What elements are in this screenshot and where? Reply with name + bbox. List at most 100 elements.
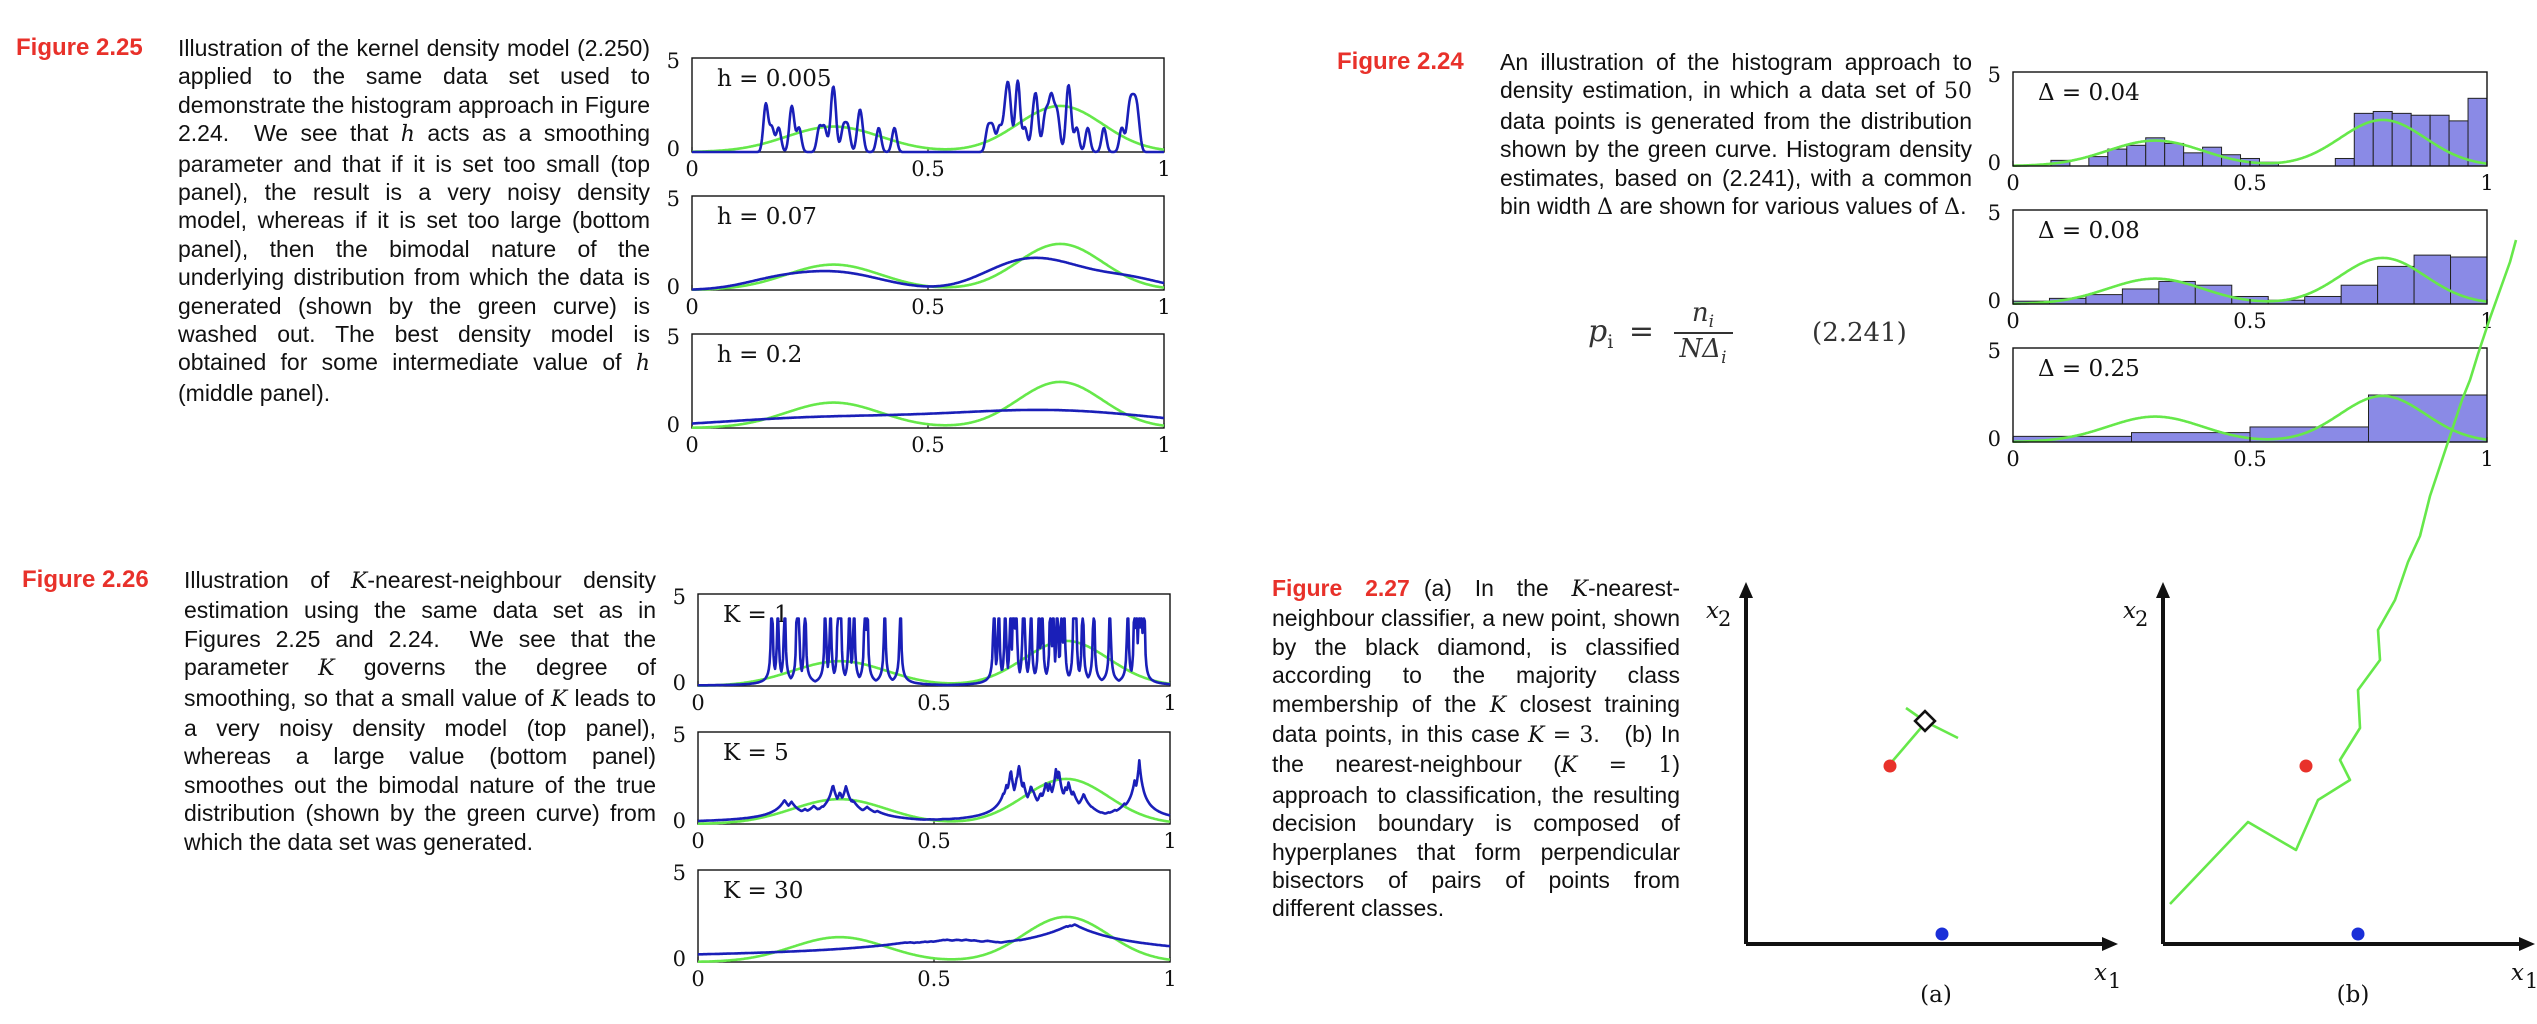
f224-panel2-bar (2450, 256, 2488, 305)
f226-panel3-xtick-label: 0.5 (917, 967, 950, 991)
f225-panel2-panel-label: h = 0.07 (717, 204, 817, 230)
f227a-x-arrow (2102, 937, 2118, 951)
f224-panel2-xtick-label: 0 (2006, 309, 2019, 333)
figure-2-25-caption: Illustration of the kernel density model… (178, 35, 650, 406)
f224-panel3-ytick-bottom: 0 (1988, 427, 2001, 451)
equation-denominator: NΔ (1679, 334, 1722, 365)
f227b-x-arrow (2519, 937, 2535, 951)
f226-panel3-panel-label: K = 30 (723, 878, 803, 904)
f225-panel2-density-curve (691, 256, 1165, 291)
f226-panel3-density-curve (697, 923, 1171, 956)
equation-lhs-sub: i (1607, 331, 1614, 354)
f226-panel1-ytick-top: 5 (673, 585, 686, 609)
f225-panel3-ytick-bottom: 0 (667, 413, 680, 437)
f225-panel1-xtick-label: 1 (1157, 157, 1170, 181)
figure-2-24-caption: An illustration of the histogram approac… (1500, 49, 1972, 221)
f227a-xlabel: x (2094, 960, 2107, 986)
f225-panel3-xtick-label: 1 (1157, 433, 1170, 457)
f227b-ylabel-sub: 2 (2135, 607, 2148, 631)
f225-panel2-xtick-label: 1 (1157, 295, 1170, 319)
f224-panel1-ytick-bottom: 0 (1988, 151, 2001, 175)
f227b-ylabel: x (2123, 598, 2136, 624)
equation-number: (2.241) (1812, 318, 1907, 349)
f226-panel2-panel-label: K = 5 (723, 740, 789, 766)
f227a-y-arrow (1739, 582, 1753, 598)
f226-panel3-ytick-bottom: 0 (673, 947, 686, 971)
f226-panel1-ytick-bottom: 0 (673, 671, 686, 695)
equation-lhs: p (1588, 314, 1608, 350)
figure-2-26-caption: Illustration of K-nearest-neighbour dens… (184, 567, 657, 855)
f225-panel1-true-curve (691, 104, 1165, 153)
f225-panel2-xtick-label: 0.5 (911, 295, 944, 319)
f224-panel2-xtick-label: 0.5 (2233, 309, 2266, 333)
f224-panel1-xtick-label: 1 (2480, 171, 2493, 195)
f226-panel1-xtick-label: 0 (691, 691, 704, 715)
f225-panel1-xtick-label: 0.5 (911, 157, 944, 181)
f225-panel1-density-curve (691, 79, 1165, 154)
f227b-red-point (2299, 759, 2313, 773)
f225-panel1-panel-label: h = 0.005 (717, 66, 832, 92)
f226-panel2-ytick-bottom: 0 (673, 809, 686, 833)
figure-2-25-label: Figure 2.25 (16, 34, 143, 61)
figure-2-24-label: Figure 2.24 (1337, 48, 1464, 75)
f224-panel3-xtick-label: 0.5 (2233, 447, 2266, 471)
figure-2-27-caption: Figure 2.27 (a) In the K-nearest-neighbou… (1272, 575, 1681, 922)
f227b-y-arrow (2156, 582, 2170, 598)
f227b-xlabel: x (2511, 960, 2524, 986)
f224-panel3-panel-label: Δ = 0.25 (2038, 356, 2140, 382)
f226-panel2-xtick-label: 0 (691, 829, 704, 853)
f225-panel3-xtick-label: 0.5 (911, 433, 944, 457)
f226-panel2-density-curve (697, 758, 1171, 823)
f226-panel3-ytick-top: 5 (673, 861, 686, 885)
figure-2-27-label: Figure 2.27 (1272, 575, 1410, 601)
f225-panel3-panel-label: h = 0.2 (717, 342, 802, 368)
f226-panel2-xtick-label: 1 (1163, 829, 1176, 853)
f227b-decision-boundary (2169, 239, 2518, 905)
f225-panel1-ytick-top: 5 (667, 49, 680, 73)
equation-2-241: pi = ni NΔi (2.241) (1588, 298, 1907, 369)
f227a-ylabel-sub: 2 (1718, 607, 1731, 631)
f225-panel2-ytick-top: 5 (667, 187, 680, 211)
f224-panel3-xtick-label: 1 (2480, 447, 2493, 471)
f227b-sublabel: (b) (2337, 982, 2370, 1008)
f226-panel2-ytick-top: 5 (673, 723, 686, 747)
f227a-ylabel: x (1706, 598, 1719, 624)
f226-panel1-xtick-label: 1 (1163, 691, 1176, 715)
f224-panel1-panel-label: Δ = 0.04 (2038, 80, 2140, 106)
equation-fraction: ni NΔi (1673, 298, 1733, 368)
f225-panel3-density-curve (691, 408, 1165, 425)
f224-panel1-ytick-top: 5 (1988, 63, 2001, 87)
f226-panel3-xtick-label: 0 (691, 967, 704, 991)
f225-panel2-ytick-bottom: 0 (667, 275, 680, 299)
f224-panel1-xtick-label: 0 (2006, 171, 2019, 195)
f224-panel3-xtick-label: 0 (2006, 447, 2019, 471)
f224-panel1-xtick-label: 0.5 (2233, 171, 2266, 195)
f227a-neighbour-line-1 (1889, 721, 1927, 765)
f227a-sublabel: (a) (1920, 982, 1952, 1008)
f224-panel2-ytick-bottom: 0 (1988, 289, 2001, 313)
f224-panel3-ytick-top: 5 (1988, 339, 2001, 363)
f227b-xlabel-sub: 1 (2525, 969, 2537, 993)
equation-numerator: n (1691, 298, 1709, 328)
f227a-blue-point (1935, 927, 1949, 941)
f224-panel2-panel-label: Δ = 0.08 (2038, 218, 2140, 244)
f227a-xlabel-sub: 1 (2108, 969, 2121, 993)
f226-panel1-xtick-label: 0.5 (917, 691, 950, 715)
figure-2-26-label: Figure 2.26 (22, 566, 149, 593)
f225-panel3-xtick-label: 0 (685, 433, 698, 457)
f225-panel3-ytick-top: 5 (667, 325, 680, 349)
f224-panel2-ytick-top: 5 (1988, 201, 2001, 225)
f226-panel3-xtick-label: 1 (1163, 967, 1176, 991)
f225-panel1-xtick-label: 0 (685, 157, 698, 181)
f225-panel1-ytick-bottom: 0 (667, 137, 680, 161)
f226-panel2-xtick-label: 0.5 (917, 829, 950, 853)
f227a-new-point-diamond (1913, 709, 1937, 733)
f227a-red-point (1883, 759, 1897, 773)
f226-panel1-density-curve (697, 617, 1171, 687)
f225-panel2-xtick-label: 0 (685, 295, 698, 319)
f227b-blue-point (2351, 927, 2365, 941)
